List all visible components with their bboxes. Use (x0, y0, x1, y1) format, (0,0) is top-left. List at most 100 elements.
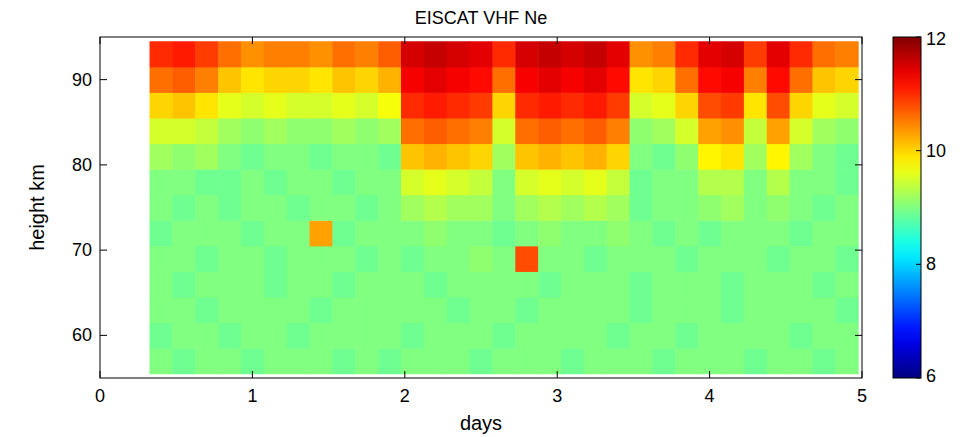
cell (264, 323, 287, 349)
cell (332, 92, 355, 118)
cell (812, 118, 835, 144)
cell (241, 220, 264, 246)
cell (630, 144, 653, 170)
cell (492, 323, 515, 349)
y-tick-label: 90 (72, 70, 92, 90)
cell (195, 41, 218, 67)
cell (675, 348, 698, 374)
cell (172, 92, 195, 118)
cell (538, 195, 561, 221)
cell (424, 195, 447, 221)
cell (630, 246, 653, 272)
cell (264, 67, 287, 93)
cell (698, 169, 721, 195)
cell (355, 297, 378, 323)
plot-frame (100, 37, 862, 378)
cell (652, 144, 675, 170)
cell (310, 220, 333, 246)
cell (447, 169, 470, 195)
color-tick-label: 8 (926, 254, 936, 274)
cell (470, 220, 493, 246)
cell (218, 297, 241, 323)
cell (287, 297, 310, 323)
cell (287, 220, 310, 246)
y-tick-label: 80 (72, 155, 92, 175)
cell (172, 41, 195, 67)
cell (515, 41, 538, 67)
cell (401, 195, 424, 221)
cell (561, 220, 584, 246)
cell (424, 297, 447, 323)
color-bar (893, 37, 921, 378)
cell (310, 41, 333, 67)
cell (287, 271, 310, 297)
cell (584, 271, 607, 297)
cell (332, 195, 355, 221)
cell (584, 92, 607, 118)
cell (744, 297, 767, 323)
cell (172, 118, 195, 144)
cell (150, 67, 173, 93)
cell (195, 118, 218, 144)
cell (150, 144, 173, 170)
cell (447, 41, 470, 67)
cell (195, 195, 218, 221)
cell (424, 246, 447, 272)
cell (470, 144, 493, 170)
cell (470, 348, 493, 374)
cell (835, 92, 858, 118)
cell (470, 118, 493, 144)
cell (790, 323, 813, 349)
cell (287, 92, 310, 118)
x-tick-label: 2 (400, 386, 410, 406)
cell (561, 144, 584, 170)
cell (401, 348, 424, 374)
x-axis-title: days (460, 412, 502, 434)
cell (150, 195, 173, 221)
cell (652, 220, 675, 246)
cell (538, 144, 561, 170)
cell (150, 118, 173, 144)
cell (812, 323, 835, 349)
cell (767, 144, 790, 170)
title: EISCAT VHF Ne (415, 8, 547, 28)
cell (607, 323, 630, 349)
cell (150, 348, 173, 374)
cell (447, 195, 470, 221)
cell (584, 348, 607, 374)
cell (515, 144, 538, 170)
cell (584, 118, 607, 144)
cell (401, 118, 424, 144)
cell (812, 169, 835, 195)
cell (401, 271, 424, 297)
cell (584, 144, 607, 170)
cell (332, 323, 355, 349)
cell (241, 169, 264, 195)
cell (492, 169, 515, 195)
cell (218, 271, 241, 297)
cell (652, 323, 675, 349)
cell (630, 271, 653, 297)
cell (538, 297, 561, 323)
cell (150, 246, 173, 272)
cell (835, 195, 858, 221)
cell (744, 67, 767, 93)
cell (698, 118, 721, 144)
cell (630, 41, 653, 67)
cell (721, 118, 744, 144)
cell (515, 246, 538, 272)
cell (332, 246, 355, 272)
color-tick (916, 37, 921, 38)
cell (470, 271, 493, 297)
cell (652, 348, 675, 374)
cell (561, 67, 584, 93)
cell (172, 246, 195, 272)
cell (401, 323, 424, 349)
cell (698, 220, 721, 246)
cell (721, 195, 744, 221)
cell (241, 118, 264, 144)
cell (378, 220, 401, 246)
cell (470, 195, 493, 221)
cell (744, 220, 767, 246)
cell (698, 67, 721, 93)
